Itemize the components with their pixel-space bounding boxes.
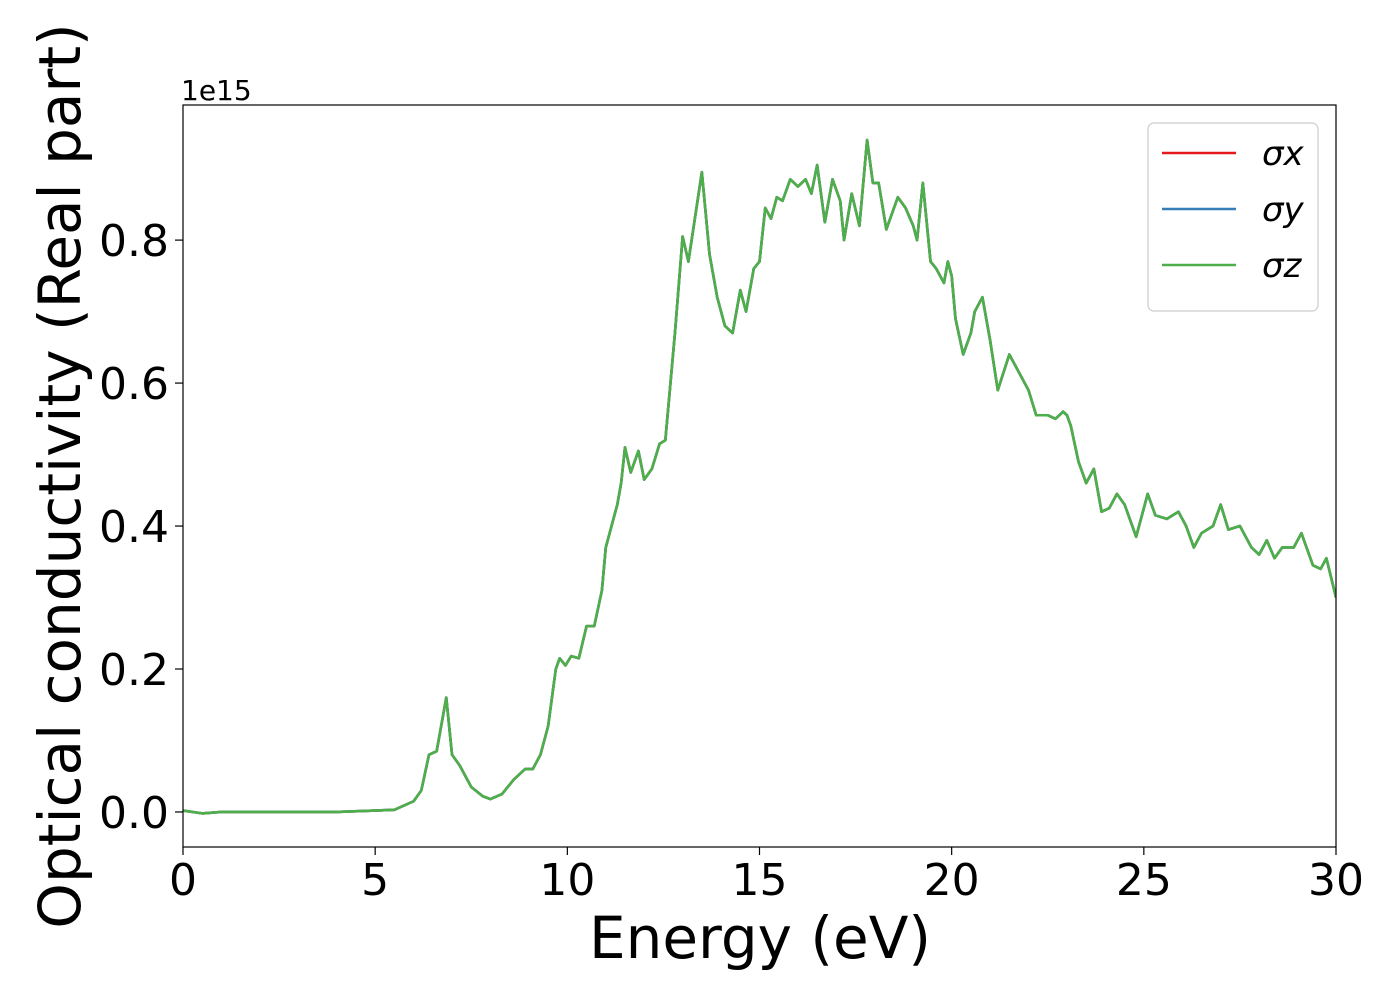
x-tick-label: 15 <box>732 855 788 906</box>
y-tick-label: 0.4 <box>99 502 169 553</box>
plot-frame <box>182 104 1337 848</box>
y-axis-label: Optical conductivity (Real part) <box>26 23 94 928</box>
y-tick-label: 0.8 <box>99 216 169 267</box>
x-tick-label: 0 <box>169 855 197 906</box>
x-tick-label: 5 <box>361 855 389 906</box>
x-tick-label: 10 <box>539 855 595 906</box>
y-tick-label: 0.6 <box>99 359 169 410</box>
y-offset-label: 1e15 <box>181 74 252 107</box>
x-tick-label: 30 <box>1308 855 1364 906</box>
series-line <box>183 138 1336 815</box>
x-tick-label: 25 <box>1116 855 1172 906</box>
legend-label: σx <box>1262 134 1305 174</box>
legend-label: σz <box>1262 246 1303 286</box>
y-tick-label: 0.2 <box>99 645 169 696</box>
y-tick-label: 0.0 <box>99 788 169 839</box>
x-axis-label: Energy (eV) <box>589 904 931 972</box>
x-tick-label: 20 <box>924 855 980 906</box>
legend-label: σy <box>1262 190 1305 230</box>
